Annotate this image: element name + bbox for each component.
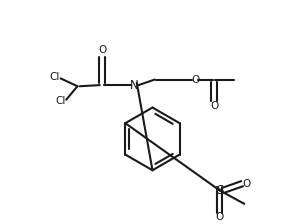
Text: Cl: Cl [50, 72, 60, 82]
Text: O: O [215, 212, 224, 222]
Text: O: O [242, 179, 251, 189]
Text: O: O [191, 75, 199, 84]
Text: Cl: Cl [55, 96, 66, 106]
Text: N: N [130, 79, 139, 92]
Text: O: O [98, 45, 106, 55]
Text: S: S [216, 184, 223, 197]
Text: O: O [210, 101, 218, 111]
